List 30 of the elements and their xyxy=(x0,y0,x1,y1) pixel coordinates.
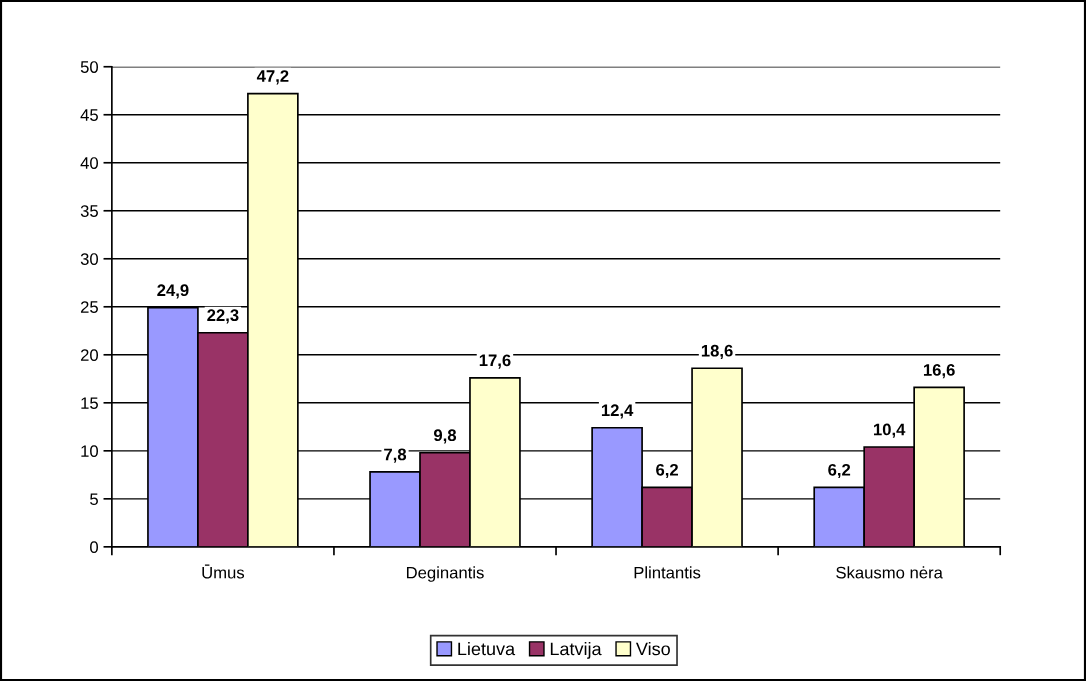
data-label: 9,8 xyxy=(433,429,457,444)
x-tick-label: Plintantis xyxy=(634,566,701,579)
data-label: 17,6 xyxy=(479,354,511,369)
y-tick-label: 45 xyxy=(80,109,98,121)
legend-label: Lietuva xyxy=(458,642,516,656)
x-tick-label: Skausmo nėra xyxy=(836,566,943,579)
data-label: 6,2 xyxy=(828,463,851,479)
data-label: 6,2 xyxy=(656,463,678,479)
y-tick-label: 5 xyxy=(90,493,98,506)
data-label: 10,4 xyxy=(873,423,906,438)
legend-label: Viso xyxy=(635,642,670,656)
data-label: 24,9 xyxy=(157,284,189,299)
y-tick-label: 30 xyxy=(80,253,99,265)
x-tick-label: Deginantis xyxy=(406,566,484,582)
y-tick-label: 40 xyxy=(80,157,99,169)
y-tick-label: 50 xyxy=(80,61,99,73)
x-tick-label: Ūmus xyxy=(202,564,245,579)
y-tick-label: 25 xyxy=(80,301,98,313)
y-tick-label: 10 xyxy=(81,445,99,458)
y-tick-label: 0 xyxy=(90,541,99,554)
legend-label: Latvija xyxy=(550,642,602,659)
y-tick-label: 15 xyxy=(81,397,98,410)
y-tick-label: 20 xyxy=(80,349,99,361)
data-label: 12,4 xyxy=(601,404,634,419)
data-label: 18,6 xyxy=(701,344,733,360)
data-label: 47,2 xyxy=(256,70,289,85)
data-label: 7,8 xyxy=(384,448,407,463)
data-label: 16,6 xyxy=(923,364,955,379)
data-label: 22,3 xyxy=(207,309,239,324)
y-tick-label: 35 xyxy=(80,205,98,217)
